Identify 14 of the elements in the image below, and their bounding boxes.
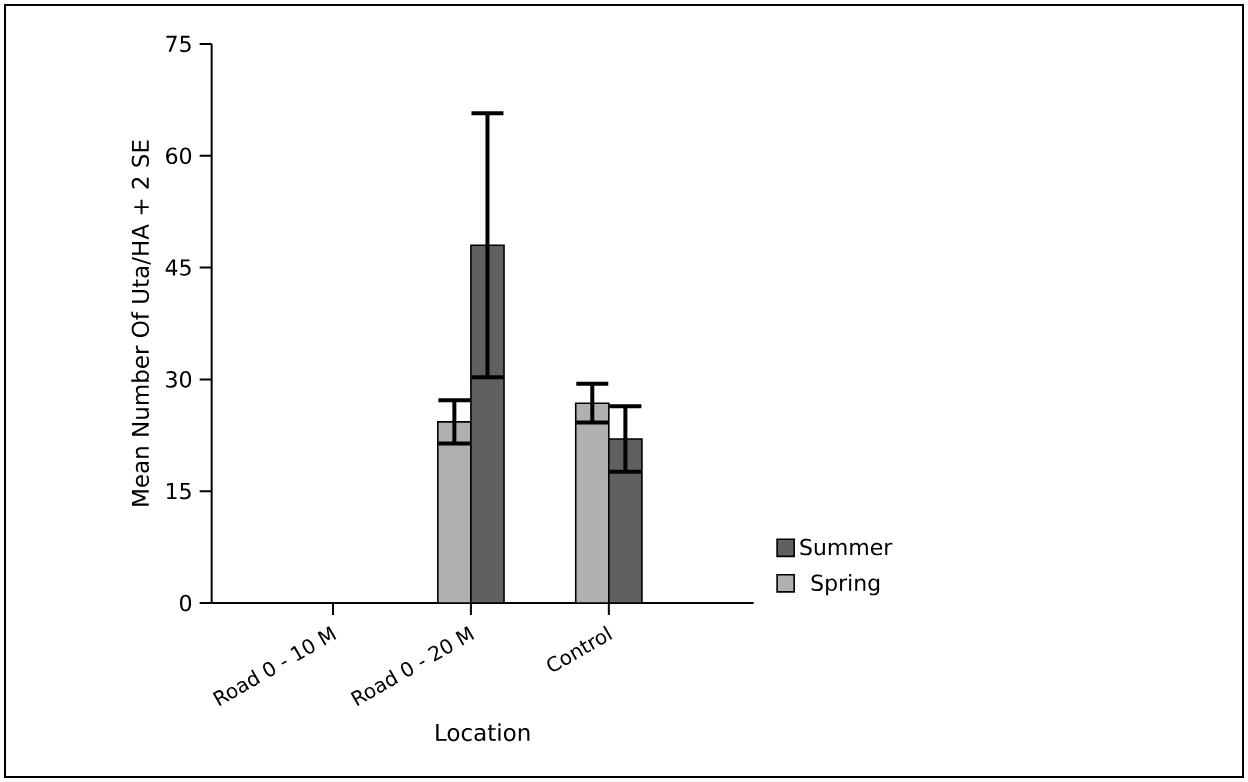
y-tick-label: 75	[166, 35, 191, 53]
bar	[437, 421, 472, 603]
legend-label: Spring	[811, 574, 880, 596]
y-tick-label: 45	[165, 259, 191, 276]
bar	[574, 402, 610, 603]
bar	[608, 438, 643, 603]
y-tick-label: 0	[180, 594, 192, 612]
x-axis-title: Location	[436, 723, 530, 742]
bar	[470, 244, 505, 603]
y-axis-title: Mean Number Of Uta/HA + 2 SE	[131, 140, 151, 506]
y-tick-label: 60	[166, 147, 192, 165]
y-tick-label: 15	[167, 483, 191, 500]
y-tick-label: 30	[166, 371, 192, 388]
legend-label: Summer	[800, 538, 893, 556]
